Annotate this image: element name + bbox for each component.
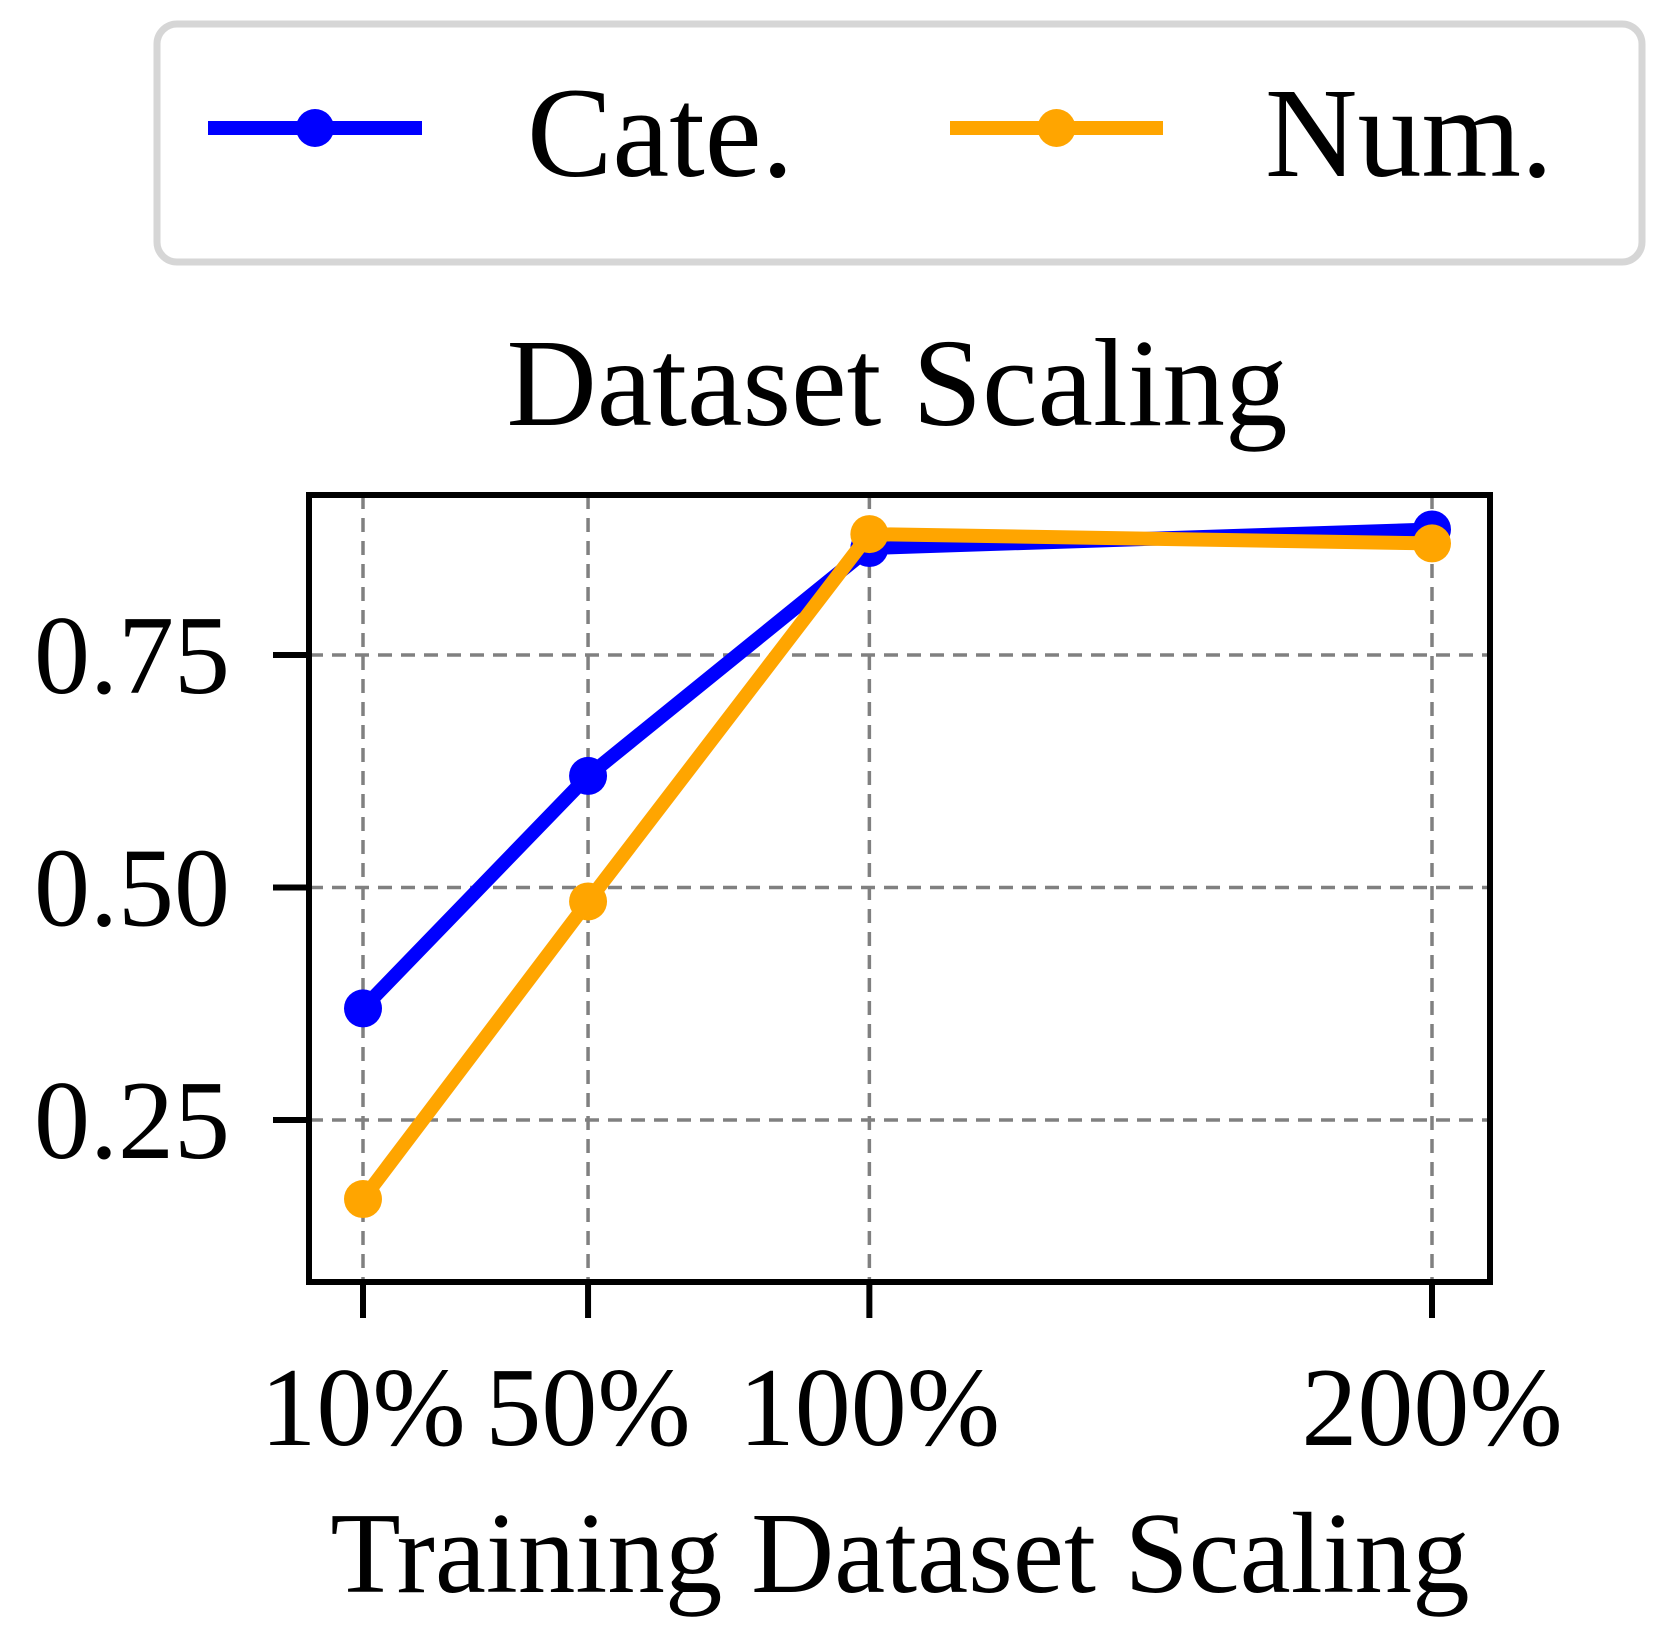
legend-marker xyxy=(1037,109,1076,147)
x-tick-label: 50% xyxy=(485,1346,690,1470)
y-tick-label: 0.50 xyxy=(34,827,230,951)
y-tick-label: 0.25 xyxy=(34,1059,230,1183)
chart-title: Dataset Scaling xyxy=(506,315,1287,453)
series-point xyxy=(569,756,608,795)
x-tick-label: 10% xyxy=(260,1346,465,1470)
series-line xyxy=(356,527,1439,1207)
series-point xyxy=(344,1180,382,1219)
series-point xyxy=(344,989,382,1028)
legend-label: Cate. xyxy=(527,62,794,204)
series-point xyxy=(1413,524,1451,563)
legend-item-num: Num. xyxy=(950,62,1553,204)
x-tick-label: 200% xyxy=(1301,1346,1562,1470)
ticks: 10% 50% 100% 200% 0.25 0.50 0.75 xyxy=(34,594,1563,1470)
series-line xyxy=(356,522,1439,1016)
legend-box xyxy=(153,20,1646,266)
legend-item-cate: Cate. xyxy=(208,62,794,204)
y-tick-label: 0.75 xyxy=(34,594,230,718)
series-num xyxy=(344,515,1451,1219)
series-cate xyxy=(344,510,1451,1028)
legend: Cate. Num. xyxy=(153,20,1646,266)
series-layer xyxy=(344,510,1451,1219)
legend-marker xyxy=(296,109,334,147)
legend-label: Num. xyxy=(1265,62,1553,204)
grid xyxy=(309,495,1490,1282)
x-axis-label: Training Dataset Scaling xyxy=(330,1490,1469,1617)
x-tick-label: 100% xyxy=(739,1346,1000,1470)
series-point xyxy=(850,515,889,554)
series-point xyxy=(569,882,608,921)
